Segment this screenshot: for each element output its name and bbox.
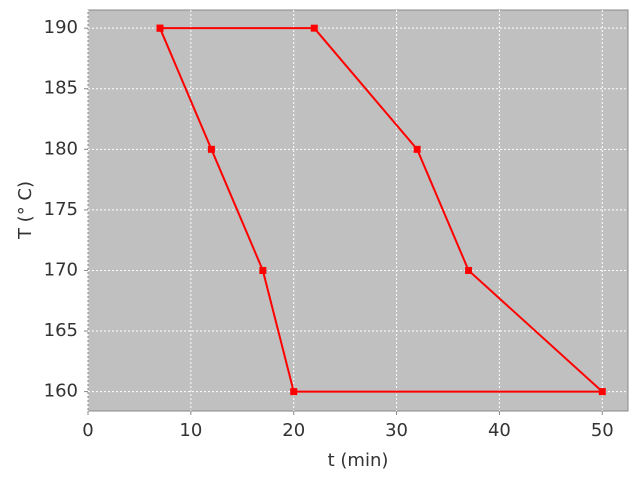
point-marker [465,266,473,274]
y-tick-label: 165 [44,320,78,341]
x-tick-label: 50 [591,420,614,441]
point-marker [598,388,606,396]
point-marker [290,388,298,396]
y-tick-label: 175 [44,199,78,220]
x-axis-label: t (min) [328,450,389,471]
x-tick-label: 30 [385,420,408,441]
y-tick-label: 180 [44,138,78,159]
y-tick-label: 185 [44,78,78,99]
x-tick-label: 40 [488,420,511,441]
point-marker [310,24,318,32]
y-tick-label: 160 [44,381,78,402]
y-tick-label: 170 [44,259,78,280]
point-marker [207,145,215,153]
x-tick-label: 0 [82,420,93,441]
y-axis-label: T (° C) [15,181,36,240]
point-marker [156,24,164,32]
x-tick-label: 10 [179,420,202,441]
point-marker [413,145,421,153]
y-tick-label: 190 [44,17,78,38]
x-tick-label: 20 [282,420,305,441]
plot-area [87,9,629,412]
point-marker [259,266,267,274]
